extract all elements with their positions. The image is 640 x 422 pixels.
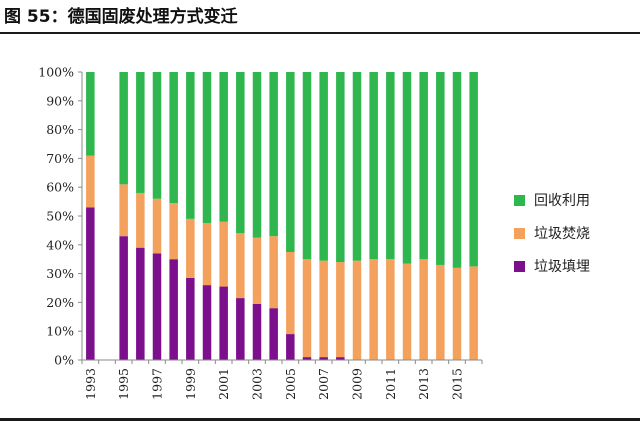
bar-segment bbox=[336, 72, 345, 263]
bar-segment bbox=[86, 72, 95, 156]
legend-label: 垃圾填埋 bbox=[534, 259, 590, 275]
bar-segment bbox=[202, 72, 212, 224]
bar-segment bbox=[302, 72, 312, 260]
bar-segment bbox=[386, 72, 395, 260]
bar-segment bbox=[169, 259, 178, 360]
x-tick-label: 2007 bbox=[316, 368, 331, 400]
bar-segment bbox=[269, 72, 278, 237]
x-tick-label: 2003 bbox=[250, 368, 265, 400]
bar-segment bbox=[419, 72, 428, 260]
legend-swatch bbox=[514, 195, 525, 206]
bar-segment bbox=[219, 286, 228, 360]
bar-segment bbox=[336, 357, 345, 360]
x-axis: 1993 1995 1997 1999 2001 2003 2005 2007 2009 2011… bbox=[81, 359, 483, 400]
y-tick-label: 60% bbox=[46, 180, 74, 195]
bar-segment bbox=[286, 334, 295, 360]
y-tick-label: 20% bbox=[46, 295, 74, 310]
bar-segment bbox=[302, 357, 312, 360]
x-tick-label: 1999 bbox=[183, 368, 198, 400]
bar-segment bbox=[269, 236, 278, 309]
bar-segment bbox=[252, 303, 262, 360]
bar-segment bbox=[469, 72, 478, 267]
bar-segment bbox=[436, 72, 445, 265]
bar-segment bbox=[286, 252, 295, 335]
bar-segment bbox=[352, 260, 362, 360]
bar-segment bbox=[402, 72, 412, 264]
bar-segment bbox=[186, 218, 195, 278]
x-tick-label: 2009 bbox=[350, 368, 365, 400]
bar-segment bbox=[219, 72, 228, 222]
x-tick-label: 1995 bbox=[116, 368, 131, 400]
bar-segment bbox=[402, 263, 412, 360]
bar-segment bbox=[302, 259, 312, 358]
bar-segment bbox=[369, 72, 378, 260]
top-rule bbox=[0, 32, 640, 34]
bar-segment bbox=[386, 259, 395, 360]
y-tick-label: 10% bbox=[46, 324, 74, 339]
legend-label: 垃圾焚烧 bbox=[534, 226, 590, 242]
legend-swatch bbox=[514, 228, 525, 239]
x-tick-label: 2005 bbox=[283, 368, 298, 400]
bar-segment bbox=[136, 192, 145, 248]
bar-segment bbox=[269, 308, 278, 360]
bars bbox=[86, 72, 478, 360]
bar-segment bbox=[186, 72, 195, 219]
bar-segment bbox=[236, 233, 245, 299]
bar-segment bbox=[86, 207, 95, 360]
bar-segment bbox=[202, 223, 212, 286]
y-tick-label: 50% bbox=[46, 209, 74, 224]
x-tick-label: 2013 bbox=[416, 368, 431, 400]
x-tick-label: 1997 bbox=[150, 368, 165, 400]
bar-segment bbox=[252, 237, 262, 304]
y-tick-label: 70% bbox=[46, 151, 74, 166]
y-tick-label: 80% bbox=[46, 122, 74, 137]
x-tick-label: 2001 bbox=[216, 368, 231, 400]
bar-segment bbox=[86, 155, 95, 208]
bar-segment bbox=[352, 72, 362, 261]
bar-segment bbox=[136, 72, 145, 193]
bar-segment bbox=[152, 253, 162, 360]
bar-segment bbox=[119, 72, 128, 185]
bar-segment bbox=[436, 264, 445, 360]
legend-swatch bbox=[514, 261, 525, 272]
bar-segment bbox=[186, 277, 195, 360]
y-tick-label: 90% bbox=[46, 93, 74, 108]
bar-segment bbox=[452, 267, 462, 360]
y-tick-label: 0% bbox=[54, 353, 74, 368]
bar-segment bbox=[469, 266, 478, 360]
x-tick-label: 2015 bbox=[450, 368, 465, 400]
x-tick-label: 2011 bbox=[383, 368, 398, 400]
bar-segment bbox=[169, 72, 178, 204]
bar-segment bbox=[452, 72, 462, 268]
bar-segment bbox=[202, 285, 212, 360]
bar-segment bbox=[319, 357, 328, 360]
legend-label: 回收利用 bbox=[534, 193, 590, 209]
y-tick-label: 30% bbox=[46, 266, 74, 281]
bar-segment bbox=[319, 72, 328, 261]
bar-segment bbox=[236, 72, 245, 234]
bar-segment bbox=[136, 247, 145, 360]
bar-segment bbox=[252, 72, 262, 238]
bar-segment bbox=[419, 259, 428, 360]
bottom-rule bbox=[0, 418, 640, 421]
bar-segment bbox=[286, 72, 295, 252]
x-tick-label: 1993 bbox=[83, 368, 98, 400]
bar-segment bbox=[369, 259, 378, 360]
bar-segment bbox=[319, 260, 328, 358]
bar-segment bbox=[169, 203, 178, 260]
bar-segment bbox=[336, 262, 345, 358]
bar-segment bbox=[119, 236, 128, 360]
bar-segment bbox=[152, 198, 162, 254]
bar-segment bbox=[236, 298, 245, 360]
bar-segment bbox=[219, 221, 228, 287]
bar-segment bbox=[119, 184, 128, 237]
bar-segment bbox=[152, 72, 162, 199]
y-axis: 0% 10% 20% 30% 40% 50% 60% 70% 80% 90% 100% bbox=[38, 65, 83, 368]
page-title: 图 55：德国固废处理方式变迁 bbox=[4, 7, 238, 27]
y-tick-label: 100% bbox=[38, 65, 74, 80]
y-tick-label: 40% bbox=[46, 237, 74, 252]
